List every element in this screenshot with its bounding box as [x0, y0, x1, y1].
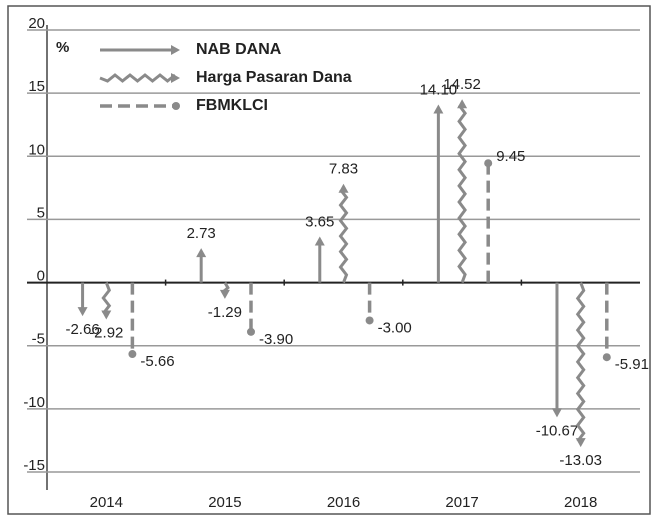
- data-label: -5.91: [615, 356, 649, 373]
- fbmklci-dot: [365, 316, 374, 325]
- arrow-head: [219, 289, 230, 299]
- data-label: 9.45: [496, 148, 525, 165]
- data-label: -3.00: [378, 319, 412, 336]
- harga-arrow: [101, 282, 112, 315]
- fbmklci-dot: [484, 159, 493, 168]
- arrow-head: [457, 99, 468, 109]
- arrow-head: [196, 248, 207, 258]
- y-axis-label: %: [56, 39, 69, 56]
- data-label: -1.29: [208, 304, 242, 321]
- x-tick-label: 2016: [327, 494, 360, 511]
- arrow-head: [575, 438, 586, 448]
- arrow-head: [101, 310, 112, 320]
- frame: [7, 5, 651, 515]
- legend-text: Harga Pasaran Dana: [196, 69, 352, 86]
- arrow-head: [433, 104, 444, 114]
- data-label: 3.65: [305, 213, 334, 230]
- arrow-head: [77, 307, 88, 317]
- data-label: 14.52: [443, 76, 481, 93]
- y-tick-label: -5: [32, 331, 45, 348]
- legend-swatch-head: [171, 73, 180, 83]
- data-label: 14.10: [420, 81, 458, 98]
- y-tick-label: 10: [28, 141, 45, 158]
- data-label: -3.90: [259, 331, 293, 348]
- data-label: -13.03: [559, 452, 602, 469]
- x-tick-label: 2017: [445, 494, 478, 511]
- y-tick-label: 0: [37, 268, 45, 285]
- data-label: 7.83: [329, 161, 358, 178]
- harga-arrow: [457, 104, 467, 284]
- y-tick-label: 20: [28, 15, 45, 32]
- x-tick-label: 2015: [208, 494, 241, 511]
- fbmklci-dot: [128, 350, 137, 359]
- x-tick-label: 2018: [564, 494, 597, 511]
- y-tick-label: 5: [37, 204, 45, 221]
- legend-text: FBMKLCI: [196, 97, 268, 114]
- x-tick-label: 2014: [90, 494, 123, 511]
- fbmklci-dot: [246, 327, 255, 336]
- arrow-head: [314, 236, 325, 246]
- y-tick-label: -10: [23, 394, 45, 411]
- data-label: -2.66: [65, 321, 99, 338]
- legend-swatch-dot: [172, 102, 180, 110]
- data-label: -2.92: [89, 324, 123, 341]
- legend-swatch: [99, 73, 176, 83]
- legend-text: NAB DANA: [196, 41, 282, 58]
- harga-arrow: [575, 282, 586, 443]
- data-label: -10.67: [536, 422, 579, 439]
- fbmklci-dot: [602, 353, 611, 362]
- data-label: -5.66: [140, 353, 174, 370]
- arrow-head: [338, 183, 349, 193]
- harga-arrow: [338, 188, 349, 284]
- y-tick-label: -15: [23, 457, 45, 474]
- y-tick-label: 15: [28, 78, 45, 95]
- data-label: 2.73: [187, 225, 216, 242]
- arrow-head: [551, 408, 562, 418]
- legend-swatch-head: [171, 45, 180, 55]
